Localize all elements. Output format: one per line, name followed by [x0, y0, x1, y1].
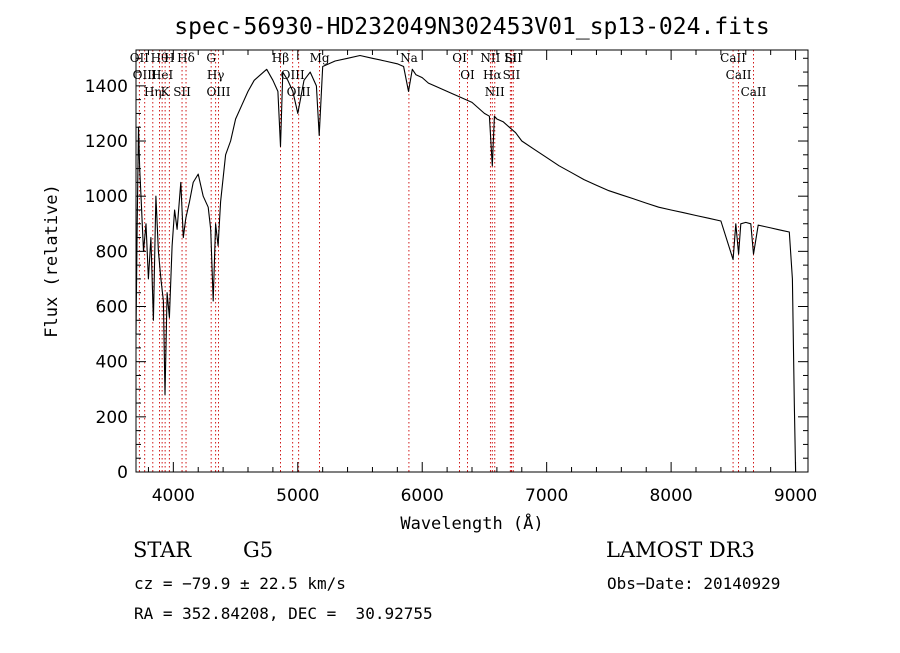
line-label-9: G	[206, 51, 216, 65]
line-label-24: SII	[504, 51, 522, 65]
line-label-23: SII	[503, 68, 521, 82]
y-tick-label-5: 1000	[85, 187, 128, 207]
coordinates-info: RA = 352.84208, DEC = 30.92755	[134, 604, 433, 623]
line-label-6: H	[164, 51, 174, 65]
line-label-22: Li	[504, 51, 516, 65]
line-label-4: HeI	[151, 68, 174, 82]
y-tick-label-7: 1400	[85, 77, 128, 97]
y-tick-label-0: 0	[117, 463, 128, 483]
line-label-2: Hη	[144, 85, 162, 99]
survey-name: LAMOST DR3	[606, 538, 755, 562]
line-label-21: NII	[485, 85, 505, 99]
x-tick-label-5: 9000	[774, 486, 817, 506]
line-label-7: SII	[173, 85, 191, 99]
line-label-12: Hβ	[272, 51, 289, 65]
y-tick-label-1: 200	[96, 408, 128, 428]
object-class: STAR	[133, 538, 192, 562]
line-label-25: CaII	[720, 51, 746, 65]
object-subclass: G5	[243, 538, 274, 562]
chart-title: spec-56930-HD232049N302453V01_sp13-024.f…	[174, 14, 769, 40]
y-tick-label-4: 800	[96, 242, 128, 262]
x-tick-label-1: 5000	[276, 486, 319, 506]
plot-frame	[135, 49, 809, 473]
y-tick-label-6: 1200	[85, 132, 128, 152]
line-label-8: Hδ	[177, 51, 195, 65]
line-label-10: Hγ	[207, 68, 225, 82]
spectrum-series-0	[135, 54, 797, 473]
line-label-5: K	[161, 85, 171, 99]
y-axis-title: Flux (relative)	[42, 184, 62, 338]
line-label-15: Mg	[310, 51, 330, 65]
line-label-1: OIII	[133, 68, 157, 82]
x-axis: 4000 5000 6000 7000 8000 9000	[147, 50, 817, 506]
series-layer	[135, 54, 797, 473]
line-label-11: OIII	[206, 85, 230, 99]
x-tick-label-0: 4000	[152, 486, 195, 506]
line-label-16: Na	[400, 51, 418, 65]
x-tick-label-3: 7000	[525, 486, 568, 506]
line-label-14: OIII	[287, 85, 311, 99]
x-axis-title: Wavelength (Å)	[400, 512, 543, 534]
y-tick-label-2: 400	[96, 353, 128, 373]
observation-date: Obs−Date: 20140929	[607, 574, 781, 593]
y-axis: 0 200 400 600 800 1000 1200 1400	[85, 57, 808, 483]
line-label-20: Hα	[483, 68, 502, 82]
line-label-27: CaII	[741, 85, 767, 99]
x-tick-label-2: 6000	[401, 486, 444, 506]
line-label-17: OI	[452, 51, 467, 65]
line-label-3: Hθ	[151, 51, 169, 65]
redshift-info: cz = −79.9 ± 22.5 km/s	[134, 574, 346, 593]
line-label-19: NII	[480, 51, 500, 65]
line-label-18: OI	[460, 68, 475, 82]
y-tick-label-3: 600	[96, 298, 128, 318]
line-label-26: CaII	[726, 68, 752, 82]
x-tick-label-4: 8000	[649, 486, 692, 506]
